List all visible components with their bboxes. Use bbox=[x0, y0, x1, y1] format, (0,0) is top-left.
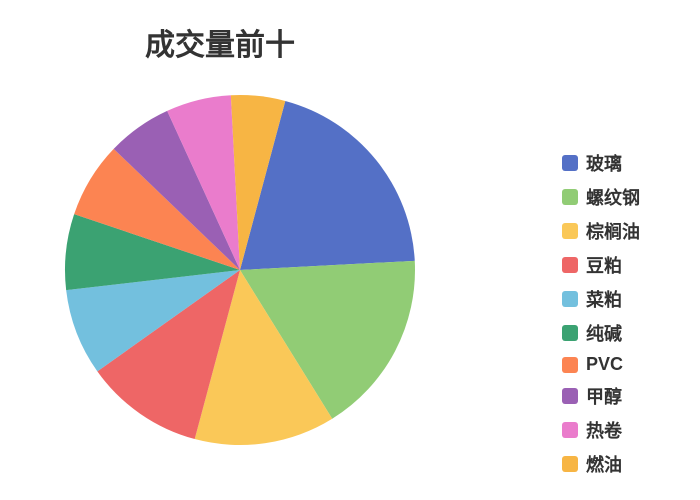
legend-item[interactable]: 豆粕 bbox=[562, 252, 640, 278]
legend-label: 燃油 bbox=[586, 451, 622, 477]
legend: 玻璃螺纹钢棕榈油豆粕菜粕纯碱 PVC 甲醇热卷燃油 bbox=[562, 150, 640, 477]
legend-item[interactable]: 菜粕 bbox=[562, 286, 640, 312]
legend-item[interactable]: 燃油 bbox=[562, 451, 640, 477]
pie-area bbox=[60, 90, 420, 450]
legend-label: 棕榈油 bbox=[586, 218, 640, 244]
legend-swatch bbox=[562, 422, 578, 438]
chart-title: 成交量前十 bbox=[145, 20, 295, 64]
legend-swatch bbox=[562, 456, 578, 472]
legend-item[interactable]: PVC bbox=[562, 354, 640, 375]
legend-swatch bbox=[562, 155, 578, 171]
legend-item[interactable]: 纯碱 bbox=[562, 320, 640, 346]
legend-swatch bbox=[562, 357, 578, 373]
legend-swatch bbox=[562, 388, 578, 404]
legend-item[interactable]: 螺纹钢 bbox=[562, 184, 640, 210]
legend-item[interactable]: 棕榈油 bbox=[562, 218, 640, 244]
legend-label: 热卷 bbox=[586, 417, 622, 443]
legend-swatch bbox=[562, 189, 578, 205]
legend-item[interactable]: 甲醇 bbox=[562, 383, 640, 409]
legend-label: 纯碱 bbox=[586, 320, 622, 346]
legend-item[interactable]: 热卷 bbox=[562, 417, 640, 443]
legend-label: 菜粕 bbox=[586, 286, 622, 312]
legend-swatch bbox=[562, 325, 578, 341]
pie-chart: 成交量前十 玻璃螺纹钢棕榈油豆粕菜粕纯碱 PVC 甲醇热卷燃油 bbox=[0, 0, 700, 500]
legend-swatch bbox=[562, 223, 578, 239]
legend-label: 螺纹钢 bbox=[586, 184, 640, 210]
legend-label: PVC bbox=[586, 354, 623, 375]
legend-label: 玻璃 bbox=[586, 150, 622, 176]
legend-swatch bbox=[562, 257, 578, 273]
legend-item[interactable]: 玻璃 bbox=[562, 150, 640, 176]
legend-label: 甲醇 bbox=[586, 383, 622, 409]
legend-label: 豆粕 bbox=[586, 252, 622, 278]
pie-svg bbox=[60, 90, 420, 450]
legend-swatch bbox=[562, 291, 578, 307]
